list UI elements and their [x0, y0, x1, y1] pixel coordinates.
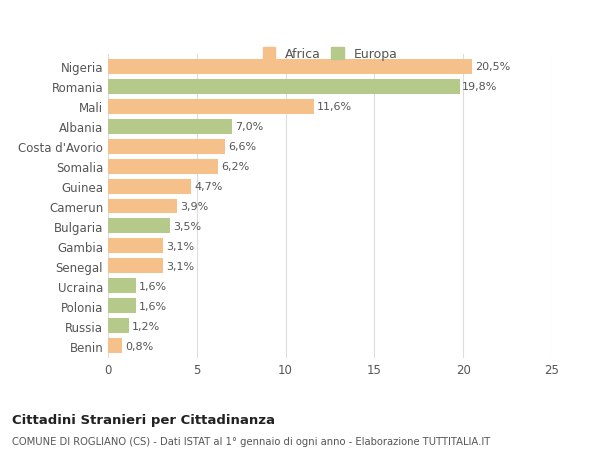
- Legend: Africa, Europa: Africa, Europa: [257, 43, 403, 66]
- Bar: [108, 139, 225, 154]
- Text: Cittadini Stranieri per Cittadinanza: Cittadini Stranieri per Cittadinanza: [12, 413, 275, 426]
- Bar: [108, 199, 177, 214]
- Text: 1,6%: 1,6%: [139, 281, 167, 291]
- Bar: [108, 339, 122, 353]
- Bar: [108, 179, 191, 194]
- Bar: [108, 239, 163, 254]
- Bar: [108, 60, 472, 74]
- Bar: [108, 299, 136, 313]
- Text: 1,2%: 1,2%: [132, 321, 160, 331]
- Text: 3,1%: 3,1%: [166, 241, 194, 252]
- Bar: [108, 279, 136, 294]
- Text: 6,6%: 6,6%: [228, 142, 256, 152]
- Text: 20,5%: 20,5%: [475, 62, 510, 72]
- Text: 4,7%: 4,7%: [194, 182, 223, 191]
- Bar: [108, 100, 314, 114]
- Bar: [108, 259, 163, 274]
- Text: 1,6%: 1,6%: [139, 301, 167, 311]
- Text: 0,8%: 0,8%: [125, 341, 153, 351]
- Bar: [108, 319, 130, 334]
- Text: COMUNE DI ROGLIANO (CS) - Dati ISTAT al 1° gennaio di ogni anno - Elaborazione T: COMUNE DI ROGLIANO (CS) - Dati ISTAT al …: [12, 436, 490, 446]
- Text: 3,1%: 3,1%: [166, 261, 194, 271]
- Text: 7,0%: 7,0%: [235, 122, 263, 132]
- Bar: [108, 159, 218, 174]
- Text: 3,5%: 3,5%: [173, 222, 201, 231]
- Text: 19,8%: 19,8%: [463, 82, 497, 92]
- Bar: [108, 79, 460, 95]
- Text: 6,2%: 6,2%: [221, 162, 249, 172]
- Bar: [108, 219, 170, 234]
- Bar: [108, 119, 232, 134]
- Text: 11,6%: 11,6%: [317, 102, 352, 112]
- Text: 3,9%: 3,9%: [180, 202, 208, 212]
